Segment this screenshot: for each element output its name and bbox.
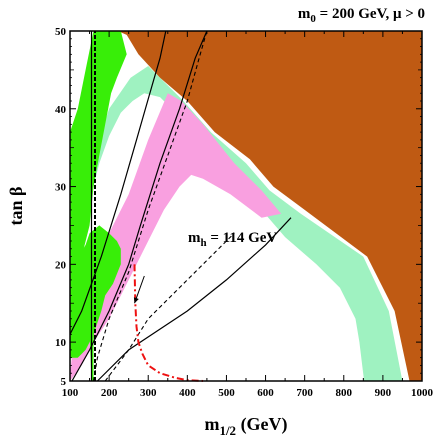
- x-tick-label: 300: [140, 387, 157, 399]
- chart-title: m0 = 200 GeV, μ > 0: [298, 6, 425, 25]
- x-tick-label: 200: [101, 387, 118, 399]
- region-green-lower: [70, 225, 121, 358]
- plot-frame: [69, 30, 423, 382]
- y-tick-label: 20: [55, 259, 67, 271]
- line-dashed-1: [92, 30, 208, 382]
- x-axis-label: m1/2 (GeV): [204, 414, 287, 438]
- line-dashdot-red: [133, 264, 204, 382]
- line-dashed-2: [104, 232, 235, 382]
- x-tick-label: 400: [179, 387, 196, 399]
- ticks-layer: 100 200 300 400 500 600 700 800 900 1000510203040…: [55, 26, 434, 399]
- x-tick-label: 1000: [411, 387, 434, 399]
- x-tick-label: 900: [375, 387, 392, 399]
- region-brown: [117, 31, 422, 381]
- region-pink: [70, 93, 282, 381]
- line-solid-2: [71, 30, 208, 382]
- regions-layer: [70, 31, 422, 381]
- mh-annotation: mh = 114 GeV: [188, 230, 277, 249]
- line-solid-3: [96, 217, 292, 382]
- x-tick-label: 500: [218, 387, 235, 399]
- region-light-green: [91, 66, 403, 381]
- y-axis-label: tan β: [6, 187, 26, 226]
- x-tick-label: 600: [257, 387, 274, 399]
- y-tick-label: 5: [61, 376, 67, 388]
- x-tick-label: 100: [62, 387, 79, 399]
- y-tick-label: 30: [55, 182, 67, 194]
- y-tick-label: 50: [55, 26, 67, 38]
- lines-layer: [69, 30, 292, 382]
- mh-arrow-head: [133, 297, 139, 304]
- line-solid-1: [69, 30, 167, 335]
- y-tick-label: 40: [55, 104, 67, 116]
- region-green-upper: [70, 31, 127, 265]
- x-tick-label: 800: [336, 387, 353, 399]
- x-tick-label: 700: [296, 387, 313, 399]
- y-tick-label: 10: [55, 337, 67, 349]
